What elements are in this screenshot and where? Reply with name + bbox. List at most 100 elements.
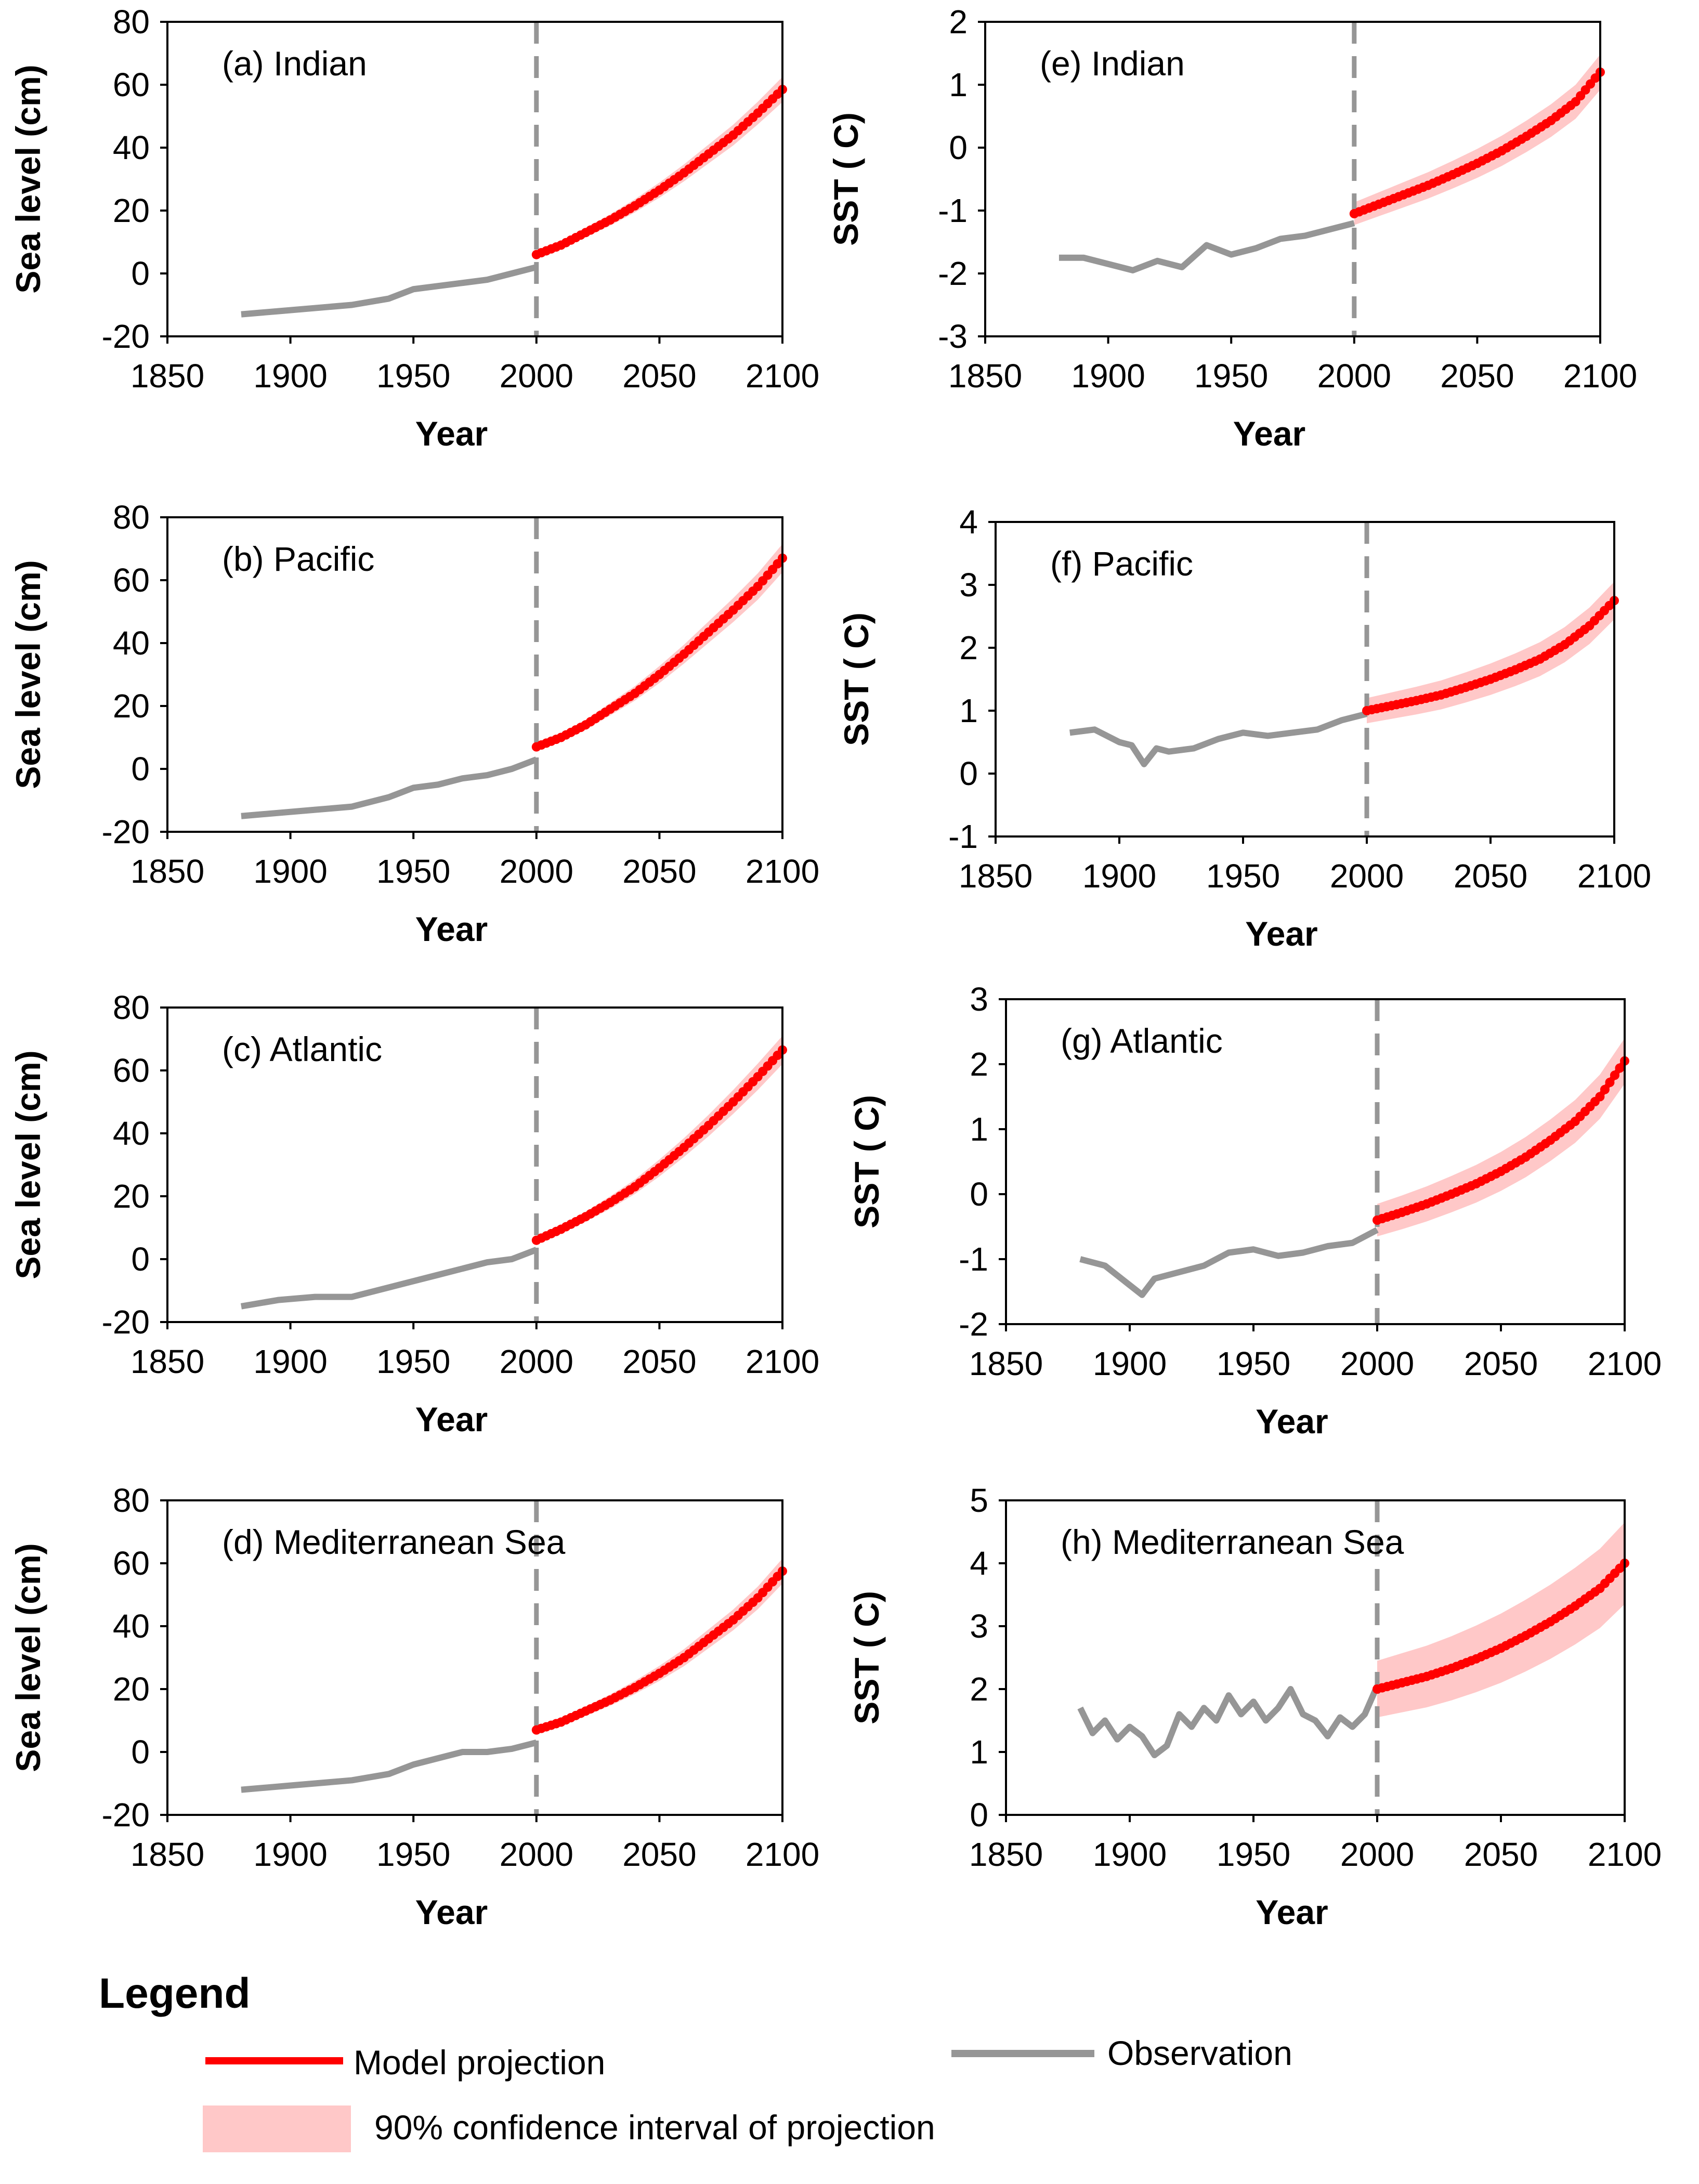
ci-band <box>1377 1522 1625 1718</box>
y-tick-label: 1 <box>970 1110 988 1148</box>
plot-frame <box>984 21 1601 337</box>
observation-line <box>1069 711 1368 767</box>
x-tick-label: 2100 <box>1588 1345 1662 1382</box>
y-axis-label: Sea level (cm) <box>9 64 47 293</box>
x-tick-label: 2000 <box>1317 357 1391 395</box>
panel-label: (d) Mediterranean Sea <box>222 1523 566 1561</box>
x-tick-label: 2100 <box>746 1836 819 1873</box>
x-tick-label: 1950 <box>1194 357 1268 395</box>
legend-observation-label: Observation <box>1107 2034 1292 2072</box>
x-tick-label: 1850 <box>969 1345 1043 1382</box>
ci-band <box>1354 54 1600 225</box>
x-tick-label: 2100 <box>746 853 819 890</box>
observation-line <box>1077 1684 1380 1759</box>
x-tick-label: 2000 <box>500 1343 573 1380</box>
x-axis-label: Year <box>415 414 488 453</box>
x-tick-label: 2100 <box>746 1343 819 1380</box>
panel-label: (h) Mediterranean Sea <box>1061 1523 1404 1561</box>
panel-label: (e) Indian <box>1040 44 1185 83</box>
y-tick-label: 1 <box>959 692 978 729</box>
y-tick-label: 40 <box>113 129 150 166</box>
x-axis-label: Year <box>415 910 488 948</box>
x-tick-label: 1900 <box>1093 1345 1167 1382</box>
projection-line <box>535 1569 785 1733</box>
observation-line <box>240 1247 538 1310</box>
ci-band <box>1367 581 1614 724</box>
observation-line <box>241 1740 538 1793</box>
x-tick-label: 1900 <box>253 357 327 395</box>
plot-frame <box>166 1499 783 1816</box>
y-tick-label: 2 <box>970 1670 988 1708</box>
x-tick-label: 2050 <box>1440 357 1514 395</box>
x-axis-label: Year <box>1256 1402 1328 1441</box>
projection-point <box>1595 1092 1605 1102</box>
projection-point <box>1615 1063 1625 1073</box>
x-tick-label: 2000 <box>1330 857 1404 895</box>
x-tick-label: 1950 <box>376 1343 450 1380</box>
chart-panel-h: 1850 1900 1950 2000 2050 2100 0 1 2 3 4 5 Year SST ( … <box>847 1482 1662 1931</box>
y-tick-label: 3 <box>970 1607 988 1645</box>
panel-label: (g) Atlantic <box>1061 1022 1223 1060</box>
y-tick-label: -20 <box>102 318 150 355</box>
chart-panel-d: 1850 1900 1950 2000 2050 2100 -20 0 20 40 60 80 Year… <box>9 1482 819 1931</box>
x-axis-label: Year <box>415 1893 488 1931</box>
legend-ci-label: 90% confidence interval of projection <box>374 2108 935 2147</box>
x-tick-label: 2100 <box>1563 357 1637 395</box>
x-tick-label: 1900 <box>253 1343 327 1380</box>
x-tick-label: 2100 <box>746 357 819 395</box>
x-tick-label: 2000 <box>500 853 573 890</box>
y-tick-label: 3 <box>959 566 978 604</box>
observation-line <box>241 756 538 819</box>
x-tick-label: 1950 <box>376 1836 450 1873</box>
y-tick-label: 0 <box>970 1175 988 1213</box>
panel-label: (f) Pacific <box>1050 544 1193 583</box>
y-tick-label: 80 <box>113 3 150 41</box>
x-tick-label: 1850 <box>969 1836 1043 1873</box>
chart-panel-a: 1850 1900 1950 2000 2050 2100 -20 0 20 40 60 80 Year… <box>9 3 819 453</box>
x-tick-label: 1900 <box>1071 357 1145 395</box>
y-tick-label: 80 <box>113 989 150 1026</box>
y-axis-label: Sea level (cm) <box>9 560 47 789</box>
x-tick-label: 2000 <box>1340 1345 1414 1382</box>
plot-frame <box>166 516 783 833</box>
y-tick-label: 60 <box>113 1052 150 1089</box>
projection-point <box>1605 1078 1615 1087</box>
y-tick-label: 80 <box>113 1482 150 1519</box>
y-tick-label: 20 <box>113 1670 150 1708</box>
y-tick-label: 0 <box>131 750 150 788</box>
ci-band <box>536 1558 782 1733</box>
x-tick-label: 1900 <box>253 853 327 890</box>
plot-frame <box>1005 1499 1626 1816</box>
y-tick-label: 3 <box>970 980 988 1018</box>
ci-band <box>536 76 782 258</box>
x-tick-label: 1900 <box>1093 1836 1167 1873</box>
y-tick-label: 0 <box>949 129 968 166</box>
x-tick-label: 1950 <box>1217 1836 1290 1873</box>
panel-label: (c) Atlantic <box>222 1030 382 1068</box>
y-tick-label: -20 <box>102 1303 150 1341</box>
chart-panel-e: 1850 1900 1950 2000 2050 2100 -3 -2 -1 0 1 2 Year SST… <box>827 3 1637 453</box>
x-axis-label: Year <box>1256 1893 1328 1931</box>
x-tick-label: 1950 <box>376 853 450 890</box>
y-tick-label: 60 <box>113 66 150 103</box>
plot-frame <box>995 521 1615 838</box>
y-tick-label: 20 <box>113 1178 150 1215</box>
y-tick-label: -3 <box>938 318 968 355</box>
y-tick-label: 1 <box>970 1733 988 1771</box>
y-tick-label: 0 <box>131 1733 150 1771</box>
observation-line <box>1058 220 1355 273</box>
x-tick-label: 2100 <box>1577 857 1651 895</box>
y-tick-label: 4 <box>970 1545 988 1582</box>
ci-band <box>536 544 782 750</box>
chart-panel-c: 1850 1900 1950 2000 2050 2100 -20 0 20 40 60 80 Year… <box>9 989 819 1438</box>
projection-point <box>1610 1070 1619 1080</box>
x-tick-label: 2100 <box>1588 1836 1662 1873</box>
y-axis-label: SST ( C) <box>847 1591 886 1724</box>
observation-line <box>1079 1227 1379 1298</box>
y-tick-label: 1 <box>949 66 968 103</box>
x-tick-label: 1900 <box>253 1836 327 1873</box>
y-tick-label: 5 <box>970 1482 988 1519</box>
y-tick-label: 40 <box>113 1607 150 1645</box>
x-tick-label: 2050 <box>1464 1345 1538 1382</box>
